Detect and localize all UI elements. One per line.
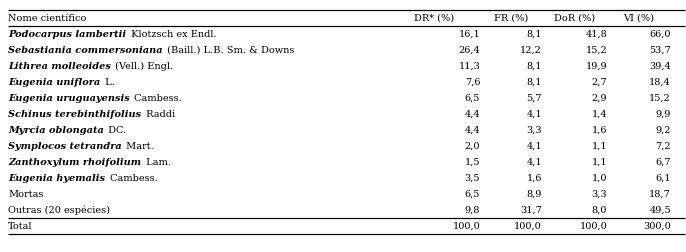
Text: 12,2: 12,2 bbox=[520, 46, 542, 55]
Text: 9,8: 9,8 bbox=[465, 206, 480, 215]
Text: 100,0: 100,0 bbox=[453, 222, 480, 231]
Text: 11,3: 11,3 bbox=[458, 61, 480, 71]
Text: Zanthoxylum rhoifolium: Zanthoxylum rhoifolium bbox=[8, 158, 141, 167]
Text: Myrcia oblongata: Myrcia oblongata bbox=[8, 125, 104, 135]
Text: 1,4: 1,4 bbox=[591, 110, 607, 119]
Text: Podocarpus lambertii: Podocarpus lambertii bbox=[8, 29, 126, 39]
Text: 300,0: 300,0 bbox=[643, 222, 671, 231]
Text: 7,6: 7,6 bbox=[464, 78, 480, 87]
Text: 2,9: 2,9 bbox=[591, 93, 607, 103]
Text: 31,7: 31,7 bbox=[520, 206, 542, 215]
Text: Schinus terebinthifolius: Schinus terebinthifolius bbox=[8, 110, 141, 119]
Text: 8,1: 8,1 bbox=[526, 78, 542, 87]
Text: 39,4: 39,4 bbox=[649, 61, 671, 71]
Text: 49,5: 49,5 bbox=[649, 206, 671, 215]
Text: 6,5: 6,5 bbox=[465, 190, 480, 199]
Text: 1,1: 1,1 bbox=[591, 158, 607, 167]
Text: 100,0: 100,0 bbox=[514, 222, 542, 231]
Text: VI (%): VI (%) bbox=[624, 14, 654, 23]
Text: L.: L. bbox=[102, 78, 115, 87]
Text: Total: Total bbox=[8, 222, 33, 231]
Text: 16,1: 16,1 bbox=[458, 29, 480, 39]
Text: Lithrea molleoides: Lithrea molleoides bbox=[8, 61, 111, 71]
Text: Outras (20 espécies): Outras (20 espécies) bbox=[8, 205, 110, 215]
Text: 18,4: 18,4 bbox=[649, 78, 671, 87]
Text: 6,5: 6,5 bbox=[465, 93, 480, 103]
Text: Eugenia uruguayensis: Eugenia uruguayensis bbox=[8, 93, 130, 103]
Text: 3,3: 3,3 bbox=[591, 190, 607, 199]
Text: Sebastiania commersoniana: Sebastiania commersoniana bbox=[8, 46, 163, 55]
Text: (Vell.) Engl.: (Vell.) Engl. bbox=[113, 61, 174, 71]
Text: Klotzsch ex Endl.: Klotzsch ex Endl. bbox=[128, 29, 216, 39]
Text: 1,6: 1,6 bbox=[591, 125, 607, 135]
Text: 8,9: 8,9 bbox=[527, 190, 542, 199]
Text: FR (%): FR (%) bbox=[494, 14, 528, 23]
Text: Cambess.: Cambess. bbox=[131, 93, 182, 103]
Text: 4,4: 4,4 bbox=[464, 125, 480, 135]
Text: 26,4: 26,4 bbox=[458, 46, 480, 55]
Text: 66,0: 66,0 bbox=[650, 29, 671, 39]
Text: 19,9: 19,9 bbox=[585, 61, 607, 71]
Text: DoR (%): DoR (%) bbox=[554, 14, 595, 23]
Text: Symplocos tetrandra: Symplocos tetrandra bbox=[8, 142, 122, 151]
Text: 2,0: 2,0 bbox=[464, 142, 480, 151]
Text: 5,7: 5,7 bbox=[526, 93, 542, 103]
Text: 1,5: 1,5 bbox=[464, 158, 480, 167]
Text: 15,2: 15,2 bbox=[649, 93, 671, 103]
Text: 6,1: 6,1 bbox=[655, 174, 671, 183]
Text: 1,6: 1,6 bbox=[526, 174, 542, 183]
Text: 100,0: 100,0 bbox=[580, 222, 607, 231]
Text: Raddi: Raddi bbox=[143, 110, 175, 119]
Text: 3,5: 3,5 bbox=[464, 174, 480, 183]
Text: 18,7: 18,7 bbox=[649, 190, 671, 199]
Text: 1,0: 1,0 bbox=[591, 174, 607, 183]
Text: Eugenia hyemalis: Eugenia hyemalis bbox=[8, 174, 105, 183]
Text: 1,1: 1,1 bbox=[591, 142, 607, 151]
Text: Mortas: Mortas bbox=[8, 190, 44, 199]
Text: 9,9: 9,9 bbox=[656, 110, 671, 119]
Text: 3,3: 3,3 bbox=[526, 125, 542, 135]
Text: 53,7: 53,7 bbox=[649, 46, 671, 55]
Text: 6,7: 6,7 bbox=[655, 158, 671, 167]
Text: Cambess.: Cambess. bbox=[106, 174, 157, 183]
Text: Eugenia uniflora: Eugenia uniflora bbox=[8, 78, 100, 87]
Text: 8,1: 8,1 bbox=[526, 61, 542, 71]
Text: 4,4: 4,4 bbox=[464, 110, 480, 119]
Text: 9,2: 9,2 bbox=[655, 125, 671, 135]
Text: 4,1: 4,1 bbox=[526, 110, 542, 119]
Text: Nome científico: Nome científico bbox=[8, 14, 86, 23]
Text: 8,0: 8,0 bbox=[592, 206, 607, 215]
Text: 4,1: 4,1 bbox=[526, 142, 542, 151]
Text: 8,1: 8,1 bbox=[526, 29, 542, 39]
Text: DR* (%): DR* (%) bbox=[414, 14, 454, 23]
Text: (Baill.) L.B. Sm. & Downs: (Baill.) L.B. Sm. & Downs bbox=[164, 46, 294, 55]
Text: 41,8: 41,8 bbox=[585, 29, 607, 39]
Text: 4,1: 4,1 bbox=[526, 158, 542, 167]
Text: 15,2: 15,2 bbox=[585, 46, 607, 55]
Text: Lam.: Lam. bbox=[143, 158, 171, 167]
Text: DC.: DC. bbox=[106, 125, 127, 135]
Text: Mart.: Mart. bbox=[123, 142, 154, 151]
Text: 2,7: 2,7 bbox=[591, 78, 607, 87]
Text: 7,2: 7,2 bbox=[655, 142, 671, 151]
